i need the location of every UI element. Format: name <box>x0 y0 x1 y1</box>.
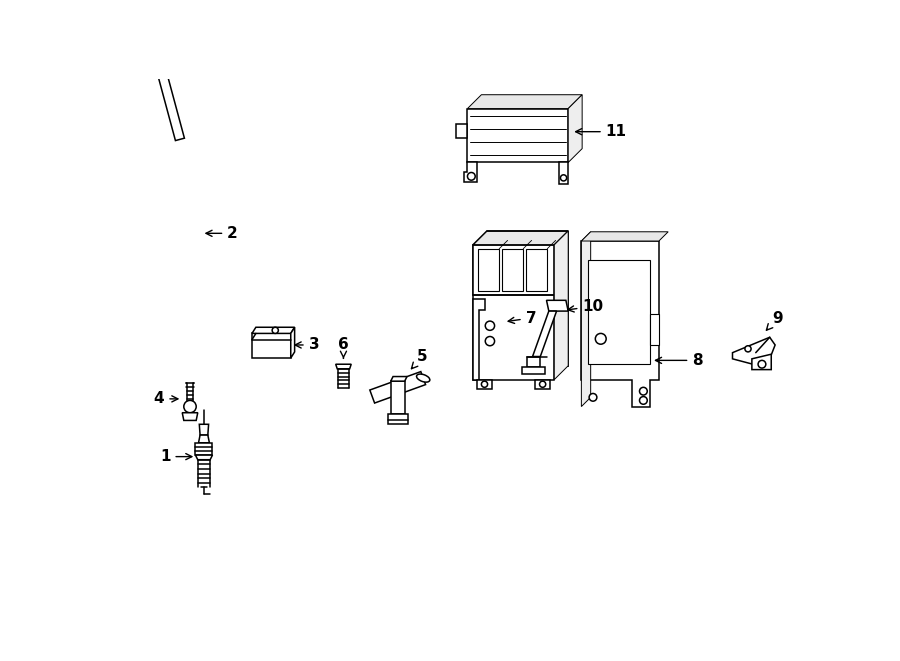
Polygon shape <box>559 163 568 184</box>
Polygon shape <box>546 300 568 311</box>
Polygon shape <box>522 367 545 374</box>
Bar <box>501 249 523 291</box>
Circle shape <box>485 336 495 346</box>
Polygon shape <box>455 124 467 138</box>
Polygon shape <box>199 435 210 443</box>
Circle shape <box>640 397 647 405</box>
Polygon shape <box>554 231 568 379</box>
Polygon shape <box>391 377 407 381</box>
Text: 5: 5 <box>411 349 428 369</box>
Polygon shape <box>252 333 291 358</box>
Polygon shape <box>370 371 426 403</box>
Text: 4: 4 <box>154 391 178 407</box>
Polygon shape <box>472 245 554 295</box>
Polygon shape <box>472 299 484 379</box>
Circle shape <box>590 393 597 401</box>
Polygon shape <box>195 455 212 459</box>
Polygon shape <box>533 311 556 356</box>
Polygon shape <box>252 327 294 333</box>
Text: 9: 9 <box>767 311 783 330</box>
Polygon shape <box>733 337 775 365</box>
Polygon shape <box>467 108 568 163</box>
Polygon shape <box>149 42 184 141</box>
Circle shape <box>640 387 647 395</box>
Polygon shape <box>151 49 184 67</box>
Polygon shape <box>472 245 554 379</box>
Text: 3: 3 <box>295 338 319 352</box>
Polygon shape <box>650 314 659 345</box>
Circle shape <box>595 333 607 344</box>
Text: 2: 2 <box>206 226 238 241</box>
Bar <box>526 249 547 291</box>
Polygon shape <box>527 356 540 367</box>
Circle shape <box>539 381 545 387</box>
Polygon shape <box>467 95 582 108</box>
Polygon shape <box>195 443 212 455</box>
Polygon shape <box>182 412 198 420</box>
Circle shape <box>171 58 178 66</box>
Circle shape <box>482 381 488 387</box>
Text: 10: 10 <box>568 299 604 314</box>
Text: 11: 11 <box>576 124 626 139</box>
Polygon shape <box>472 231 568 245</box>
Polygon shape <box>581 232 668 241</box>
Bar <box>588 260 650 364</box>
Polygon shape <box>336 364 351 369</box>
Polygon shape <box>388 414 408 424</box>
Circle shape <box>485 321 495 330</box>
Polygon shape <box>752 354 771 369</box>
Polygon shape <box>199 424 209 435</box>
Polygon shape <box>581 232 590 407</box>
Polygon shape <box>568 95 582 163</box>
Circle shape <box>272 327 278 333</box>
Polygon shape <box>487 231 568 366</box>
Polygon shape <box>464 163 477 182</box>
Ellipse shape <box>417 374 430 382</box>
Bar <box>478 249 500 291</box>
Polygon shape <box>581 241 659 407</box>
Text: 1: 1 <box>160 449 192 464</box>
Polygon shape <box>291 327 294 358</box>
Circle shape <box>758 360 766 368</box>
Text: 6: 6 <box>338 338 349 358</box>
Circle shape <box>745 346 751 352</box>
Circle shape <box>467 173 475 180</box>
Polygon shape <box>391 381 405 414</box>
Polygon shape <box>535 379 551 389</box>
Text: 8: 8 <box>655 353 703 368</box>
Polygon shape <box>477 379 492 389</box>
Circle shape <box>184 401 196 412</box>
Circle shape <box>561 175 567 181</box>
Text: 7: 7 <box>508 311 536 325</box>
